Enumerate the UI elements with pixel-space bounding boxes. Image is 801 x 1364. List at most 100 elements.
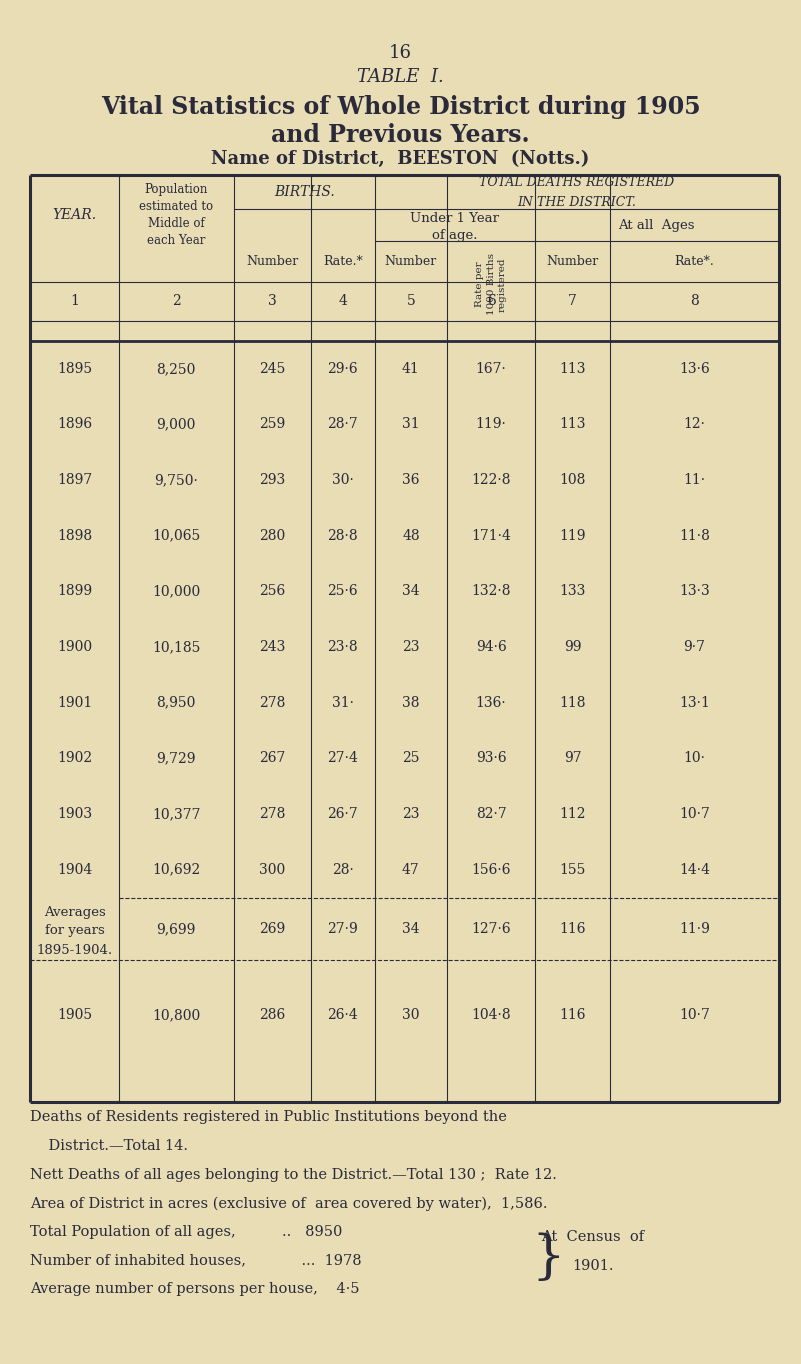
Text: Population
estimated to
Middle of
each Year: Population estimated to Middle of each Y… — [139, 183, 213, 247]
Text: 112: 112 — [559, 807, 586, 821]
Text: 167·: 167· — [476, 361, 506, 376]
Text: 10,800: 10,800 — [152, 1008, 200, 1022]
Text: 136·: 136· — [476, 696, 506, 709]
Text: 10,377: 10,377 — [152, 807, 200, 821]
Text: 9,699: 9,699 — [156, 922, 196, 936]
Text: 269: 269 — [260, 922, 285, 936]
Text: 82·7: 82·7 — [476, 807, 506, 821]
Text: 119: 119 — [559, 529, 586, 543]
Text: 6: 6 — [487, 295, 495, 308]
Text: 113: 113 — [559, 361, 586, 376]
Text: 28·7: 28·7 — [328, 417, 358, 431]
Text: 116: 116 — [559, 1008, 586, 1022]
Text: 10·7: 10·7 — [679, 1008, 710, 1022]
Text: Number: Number — [246, 255, 299, 269]
Text: 93·6: 93·6 — [476, 752, 506, 765]
Text: 29·6: 29·6 — [328, 361, 358, 376]
Text: 36: 36 — [402, 473, 420, 487]
Text: 9,000: 9,000 — [156, 417, 196, 431]
Text: 23: 23 — [402, 640, 420, 655]
Text: 12·: 12· — [683, 417, 706, 431]
Text: 10,185: 10,185 — [152, 640, 200, 655]
Text: TOTAL DEATHS REGISTERED: TOTAL DEATHS REGISTERED — [479, 176, 674, 188]
Text: 118: 118 — [559, 696, 586, 709]
Text: YEAR.: YEAR. — [52, 207, 97, 222]
Text: 41: 41 — [402, 361, 420, 376]
Text: 13·6: 13·6 — [679, 361, 710, 376]
Text: BIRTHS.: BIRTHS. — [274, 184, 335, 199]
Text: 278: 278 — [260, 696, 285, 709]
Text: 14·4: 14·4 — [679, 862, 710, 877]
Text: 10,000: 10,000 — [152, 584, 200, 599]
Text: 1902: 1902 — [57, 752, 92, 765]
Text: 47: 47 — [402, 862, 420, 877]
Text: 1897: 1897 — [57, 473, 92, 487]
Text: 38: 38 — [402, 696, 420, 709]
Text: 11·9: 11·9 — [679, 922, 710, 936]
Text: 23: 23 — [402, 807, 420, 821]
Text: 5: 5 — [407, 295, 415, 308]
Text: 133: 133 — [560, 584, 586, 599]
Text: 1895-1904.: 1895-1904. — [36, 944, 113, 958]
Text: 156·6: 156·6 — [471, 862, 511, 877]
Text: 116: 116 — [559, 922, 586, 936]
Text: 11·8: 11·8 — [679, 529, 710, 543]
Text: 171·4: 171·4 — [471, 529, 511, 543]
Text: 26·7: 26·7 — [328, 807, 358, 821]
Text: 267: 267 — [260, 752, 285, 765]
Text: 4: 4 — [338, 295, 348, 308]
Text: 48: 48 — [402, 529, 420, 543]
Text: Total Population of all ages,          ..   8950: Total Population of all ages, .. 8950 — [30, 1225, 343, 1239]
Text: 243: 243 — [260, 640, 285, 655]
Text: 1901.: 1901. — [572, 1259, 614, 1273]
Text: 1905: 1905 — [57, 1008, 92, 1022]
Text: of age.: of age. — [433, 229, 477, 243]
Text: Average number of persons per house,    4·5: Average number of persons per house, 4·5 — [30, 1282, 360, 1296]
Text: for years: for years — [45, 923, 104, 937]
Text: At  Census  of: At Census of — [541, 1230, 644, 1244]
Text: Number of inhabited houses,            ...  1978: Number of inhabited houses, ... 1978 — [30, 1254, 362, 1267]
Text: IN THE DISTRICT.: IN THE DISTRICT. — [517, 196, 636, 209]
Text: 27·4: 27·4 — [328, 752, 358, 765]
Text: 8,950: 8,950 — [156, 696, 196, 709]
Text: 2: 2 — [172, 295, 180, 308]
Text: 31: 31 — [402, 417, 420, 431]
Text: 1904: 1904 — [57, 862, 92, 877]
Text: 286: 286 — [260, 1008, 285, 1022]
Text: 278: 278 — [260, 807, 285, 821]
Text: 13·3: 13·3 — [679, 584, 710, 599]
Text: Vital Statistics of Whole District during 1905: Vital Statistics of Whole District durin… — [101, 95, 700, 120]
Text: 293: 293 — [260, 473, 285, 487]
Text: 10·7: 10·7 — [679, 807, 710, 821]
Text: 300: 300 — [260, 862, 285, 877]
Text: 16: 16 — [389, 44, 412, 61]
Text: 30: 30 — [402, 1008, 420, 1022]
Text: Number: Number — [546, 255, 599, 269]
Text: 34: 34 — [402, 922, 420, 936]
Text: 280: 280 — [260, 529, 285, 543]
Text: 9·7: 9·7 — [683, 640, 706, 655]
Text: 10,692: 10,692 — [152, 862, 200, 877]
Text: 34: 34 — [402, 584, 420, 599]
Text: Name of District,  BEESTON  (Notts.): Name of District, BEESTON (Notts.) — [211, 150, 590, 168]
Text: 3: 3 — [268, 295, 276, 308]
Text: 30·: 30· — [332, 473, 354, 487]
Text: Averages: Averages — [43, 906, 106, 919]
Text: 28·8: 28·8 — [328, 529, 358, 543]
Text: 245: 245 — [260, 361, 285, 376]
Text: 113: 113 — [559, 417, 586, 431]
Text: Rate per
1000 Births
registered: Rate per 1000 Births registered — [476, 254, 506, 315]
Text: 1895: 1895 — [57, 361, 92, 376]
Text: 256: 256 — [260, 584, 285, 599]
Text: Rate*.: Rate*. — [674, 255, 714, 269]
Text: 94·6: 94·6 — [476, 640, 506, 655]
Text: and Previous Years.: and Previous Years. — [272, 123, 529, 147]
Text: 127·6: 127·6 — [471, 922, 511, 936]
Text: 1900: 1900 — [57, 640, 92, 655]
Text: Nett Deaths of all ages belonging to the District.—Total 130 ;  Rate 12.: Nett Deaths of all ages belonging to the… — [30, 1168, 557, 1181]
Text: 23·8: 23·8 — [328, 640, 358, 655]
Text: 155: 155 — [560, 862, 586, 877]
Text: Deaths of Residents registered in Public Institutions beyond the: Deaths of Residents registered in Public… — [30, 1110, 507, 1124]
Text: 99: 99 — [564, 640, 582, 655]
Text: Under 1 Year: Under 1 Year — [410, 211, 500, 225]
